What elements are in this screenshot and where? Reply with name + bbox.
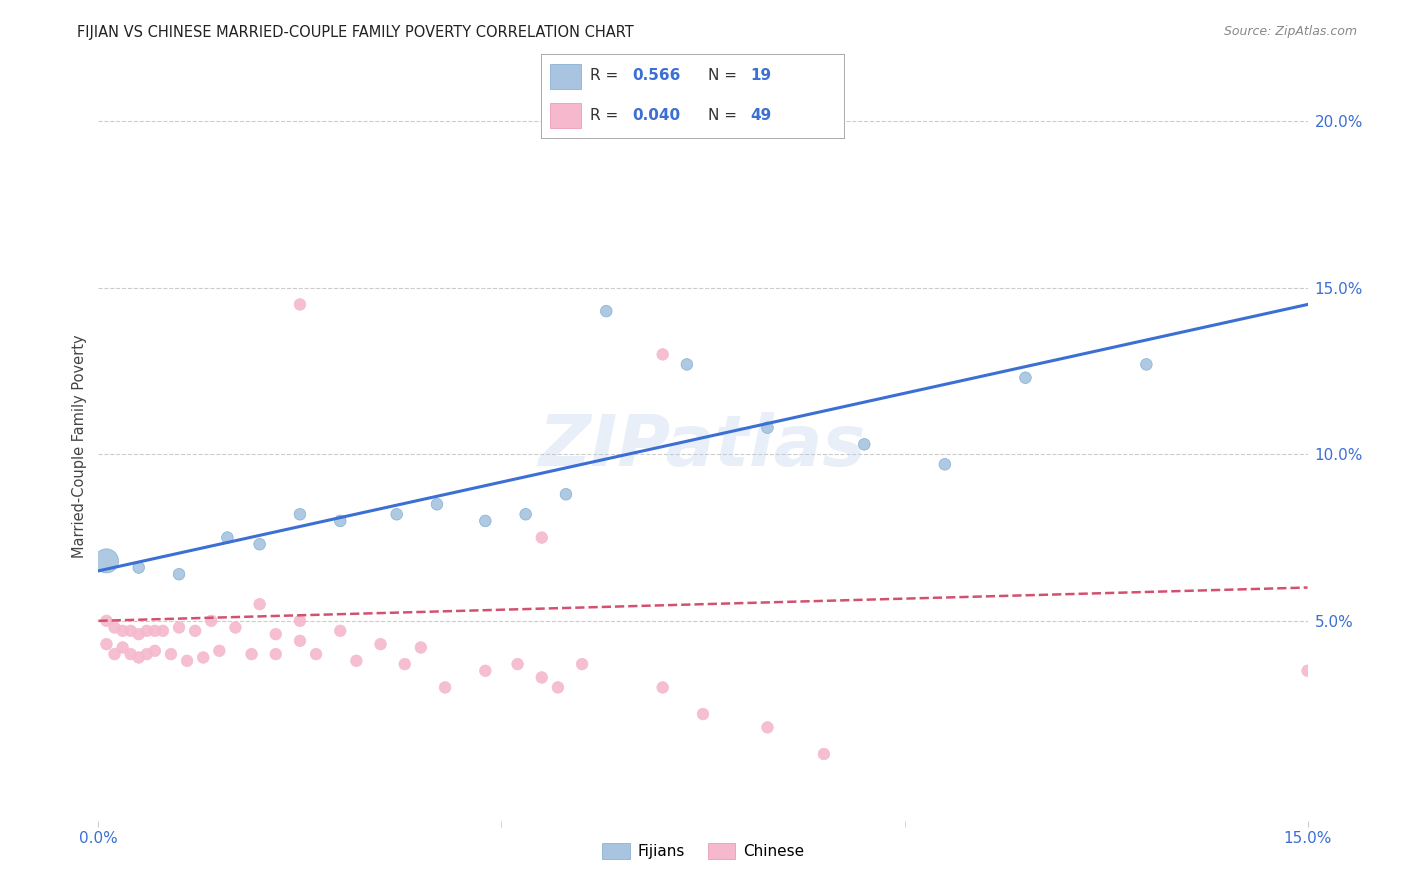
Point: [934, 458, 956, 472]
Point: [143, 624, 166, 638]
Point: [394, 657, 416, 672]
Point: [813, 747, 835, 761]
Point: [184, 624, 207, 638]
Point: [651, 681, 673, 695]
Y-axis label: Married-Couple Family Poverty: Married-Couple Family Poverty: [72, 334, 87, 558]
Point: [96, 614, 118, 628]
Text: 19: 19: [749, 69, 770, 84]
Text: R =: R =: [589, 108, 623, 123]
Point: [120, 624, 142, 638]
Text: FIJIAN VS CHINESE MARRIED-COUPLE FAMILY POVERTY CORRELATION CHART: FIJIAN VS CHINESE MARRIED-COUPLE FAMILY …: [77, 25, 634, 40]
Point: [651, 347, 673, 361]
Point: [288, 633, 311, 648]
Point: [288, 508, 311, 522]
Point: [135, 624, 157, 638]
Point: [530, 531, 553, 545]
Point: [217, 531, 239, 545]
Point: [160, 647, 183, 661]
Point: [571, 657, 593, 672]
Point: [135, 647, 157, 661]
Text: Source: ZipAtlas.com: Source: ZipAtlas.com: [1223, 25, 1357, 38]
Point: [167, 620, 190, 634]
Point: [385, 508, 408, 522]
Point: [547, 681, 569, 695]
Point: [329, 514, 352, 528]
Point: [692, 707, 714, 722]
Point: [288, 297, 311, 311]
Point: [143, 644, 166, 658]
Point: [426, 497, 449, 511]
Point: [676, 358, 699, 372]
Point: [249, 597, 271, 611]
Point: [200, 614, 222, 628]
Point: [344, 654, 367, 668]
Point: [96, 554, 118, 568]
Point: [240, 647, 263, 661]
Text: 0.566: 0.566: [633, 69, 681, 84]
Point: [128, 650, 150, 665]
Point: [128, 627, 150, 641]
Point: [595, 304, 617, 318]
Point: [756, 720, 779, 734]
Point: [409, 640, 432, 655]
Text: ZIPatlas: ZIPatlas: [540, 411, 866, 481]
Point: [167, 567, 190, 582]
Point: [853, 437, 876, 451]
Text: N =: N =: [707, 108, 741, 123]
Point: [103, 620, 125, 634]
Point: [756, 420, 779, 434]
Text: 49: 49: [749, 108, 770, 123]
Legend: Fijians, Chinese: Fijians, Chinese: [596, 838, 810, 865]
Point: [103, 647, 125, 661]
Point: [515, 508, 537, 522]
Point: [506, 657, 529, 672]
Point: [128, 560, 150, 574]
Point: [176, 654, 198, 668]
Point: [530, 670, 553, 684]
Point: [111, 640, 134, 655]
Point: [111, 624, 134, 638]
Point: [329, 624, 352, 638]
Point: [120, 647, 142, 661]
Bar: [550, 103, 581, 128]
Text: R =: R =: [589, 69, 623, 84]
Bar: [550, 63, 581, 89]
Point: [288, 614, 311, 628]
Text: N =: N =: [707, 69, 741, 84]
Point: [193, 650, 215, 665]
Point: [474, 664, 496, 678]
Point: [264, 627, 287, 641]
Point: [474, 514, 496, 528]
Point: [264, 647, 287, 661]
Point: [96, 637, 118, 651]
Point: [208, 644, 231, 658]
Point: [249, 537, 271, 551]
Point: [555, 487, 578, 501]
Point: [370, 637, 392, 651]
Point: [305, 647, 328, 661]
Point: [1135, 358, 1157, 372]
Point: [1296, 664, 1319, 678]
Point: [1014, 370, 1036, 384]
Point: [224, 620, 246, 634]
Point: [434, 681, 457, 695]
Point: [152, 624, 174, 638]
Text: 0.040: 0.040: [633, 108, 681, 123]
